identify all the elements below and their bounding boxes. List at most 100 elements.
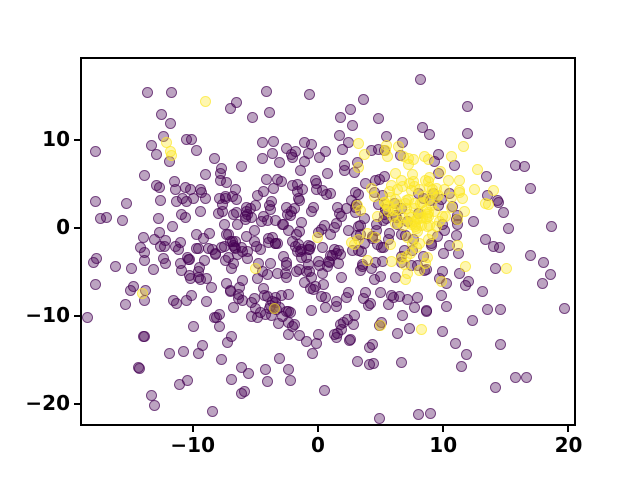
scatter-point	[138, 331, 150, 343]
scatter-point	[536, 277, 548, 289]
scatter-point	[185, 184, 197, 196]
scatter-point	[462, 127, 474, 139]
scatter-point	[125, 262, 137, 274]
scatter-point	[340, 291, 352, 303]
scatter-point	[222, 336, 234, 348]
scatter-point	[170, 297, 182, 309]
scatter-point	[208, 152, 220, 164]
scatter-point	[412, 291, 424, 303]
scatter-point	[362, 227, 374, 239]
scatter-point	[437, 265, 449, 277]
scatter-point	[283, 364, 295, 376]
scatter-point	[82, 312, 93, 324]
scatter-point	[201, 295, 213, 307]
scatter-point	[450, 338, 462, 349]
scatter-point	[224, 103, 236, 114]
scatter-point	[257, 137, 269, 149]
scatter-point	[519, 160, 531, 172]
scatter-point	[195, 183, 207, 195]
scatter-point	[94, 212, 106, 224]
scatter-point	[313, 152, 325, 164]
scatter-point	[318, 279, 330, 291]
scatter-point	[324, 250, 336, 262]
scatter-point	[297, 183, 309, 195]
scatter-point	[257, 153, 269, 164]
scatter-point	[339, 160, 351, 172]
scatter-point	[215, 353, 227, 365]
scatter-point	[137, 288, 149, 300]
scatter-point	[281, 143, 293, 155]
scatter-point	[490, 382, 502, 394]
scatter-point	[335, 112, 347, 124]
scatter-point	[282, 289, 294, 301]
scatter-point	[456, 360, 468, 372]
scatter-point	[159, 240, 171, 252]
scatter-point	[453, 267, 465, 279]
scatter-point	[249, 262, 261, 274]
scatter-point	[294, 329, 306, 341]
scatter-point	[370, 232, 382, 244]
scatter-point	[437, 211, 449, 223]
scatter-point	[458, 205, 470, 217]
scatter-point	[90, 278, 101, 290]
scatter-point	[425, 407, 437, 419]
scatter-point	[520, 371, 532, 383]
scatter-point	[352, 188, 364, 200]
scatter-point	[155, 108, 167, 120]
scatter-point	[462, 101, 473, 113]
scatter-point	[524, 182, 536, 194]
scatter-point	[344, 333, 356, 345]
scatter-point	[369, 190, 381, 202]
scatter-point	[203, 243, 215, 255]
scatter-point	[192, 265, 204, 277]
scatter-point	[163, 347, 175, 359]
scatter-point	[461, 349, 473, 361]
scatter-point	[381, 139, 393, 151]
scatter-point	[430, 192, 442, 204]
scatter-point	[545, 269, 557, 281]
scatter-point	[354, 220, 366, 232]
scatter-point	[414, 73, 426, 85]
scatter-point	[291, 228, 303, 240]
scatter-point	[488, 241, 500, 253]
scatter-point	[280, 202, 292, 214]
scatter-point	[306, 348, 318, 360]
scatter-point	[210, 312, 222, 324]
scatter-point	[89, 146, 101, 158]
scatter-point	[424, 129, 435, 141]
scatter-point	[504, 136, 516, 148]
scatter-point	[225, 374, 237, 386]
scatter-point	[403, 322, 415, 334]
scatter-point	[373, 173, 385, 185]
scatter-point	[302, 147, 314, 159]
scatter-point	[109, 261, 121, 273]
scatter-point	[374, 287, 386, 299]
scatter-point	[227, 302, 239, 314]
scatter-point	[308, 201, 320, 213]
plot-area	[80, 57, 576, 426]
scatter-point	[389, 272, 401, 284]
scatter-point	[271, 268, 283, 280]
scatter-point	[396, 211, 408, 223]
scatter-point	[319, 385, 331, 397]
scatter-point	[359, 177, 371, 189]
scatter-point	[413, 183, 425, 195]
scatter-point	[419, 151, 431, 163]
scatter-point	[434, 165, 446, 177]
y-tick-label: 0	[56, 214, 70, 239]
scatter-point	[199, 95, 211, 107]
scatter-point	[423, 233, 435, 245]
scatter-point	[403, 152, 415, 164]
scatter-point	[437, 247, 449, 259]
scatter-point	[319, 220, 331, 232]
scatter-point	[402, 268, 414, 280]
x-tick-label: 0	[311, 433, 325, 457]
scatter-point	[392, 327, 404, 339]
scatter-point	[121, 198, 133, 210]
y-tick-label: −10	[25, 302, 70, 327]
scatter-point	[145, 389, 157, 401]
scatter-point	[316, 267, 328, 279]
scatter-point	[366, 339, 378, 351]
scatter-point	[205, 282, 217, 294]
scatter-point	[281, 305, 293, 317]
